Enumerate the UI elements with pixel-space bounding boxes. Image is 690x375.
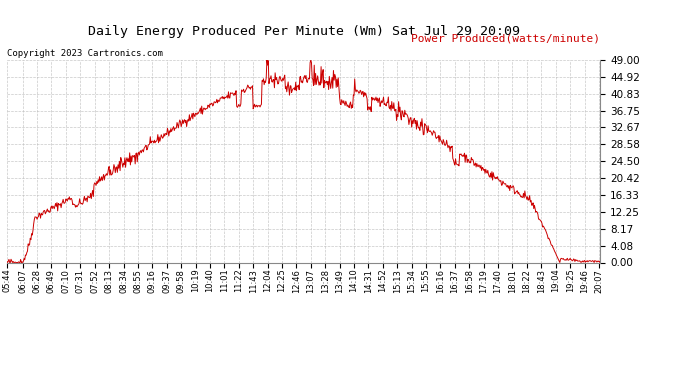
Text: Copyright 2023 Cartronics.com: Copyright 2023 Cartronics.com: [7, 49, 163, 58]
Title: Daily Energy Produced Per Minute (Wm) Sat Jul 29 20:09: Daily Energy Produced Per Minute (Wm) Sa…: [88, 25, 520, 38]
Text: Power Produced(watts/minute): Power Produced(watts/minute): [411, 34, 600, 44]
